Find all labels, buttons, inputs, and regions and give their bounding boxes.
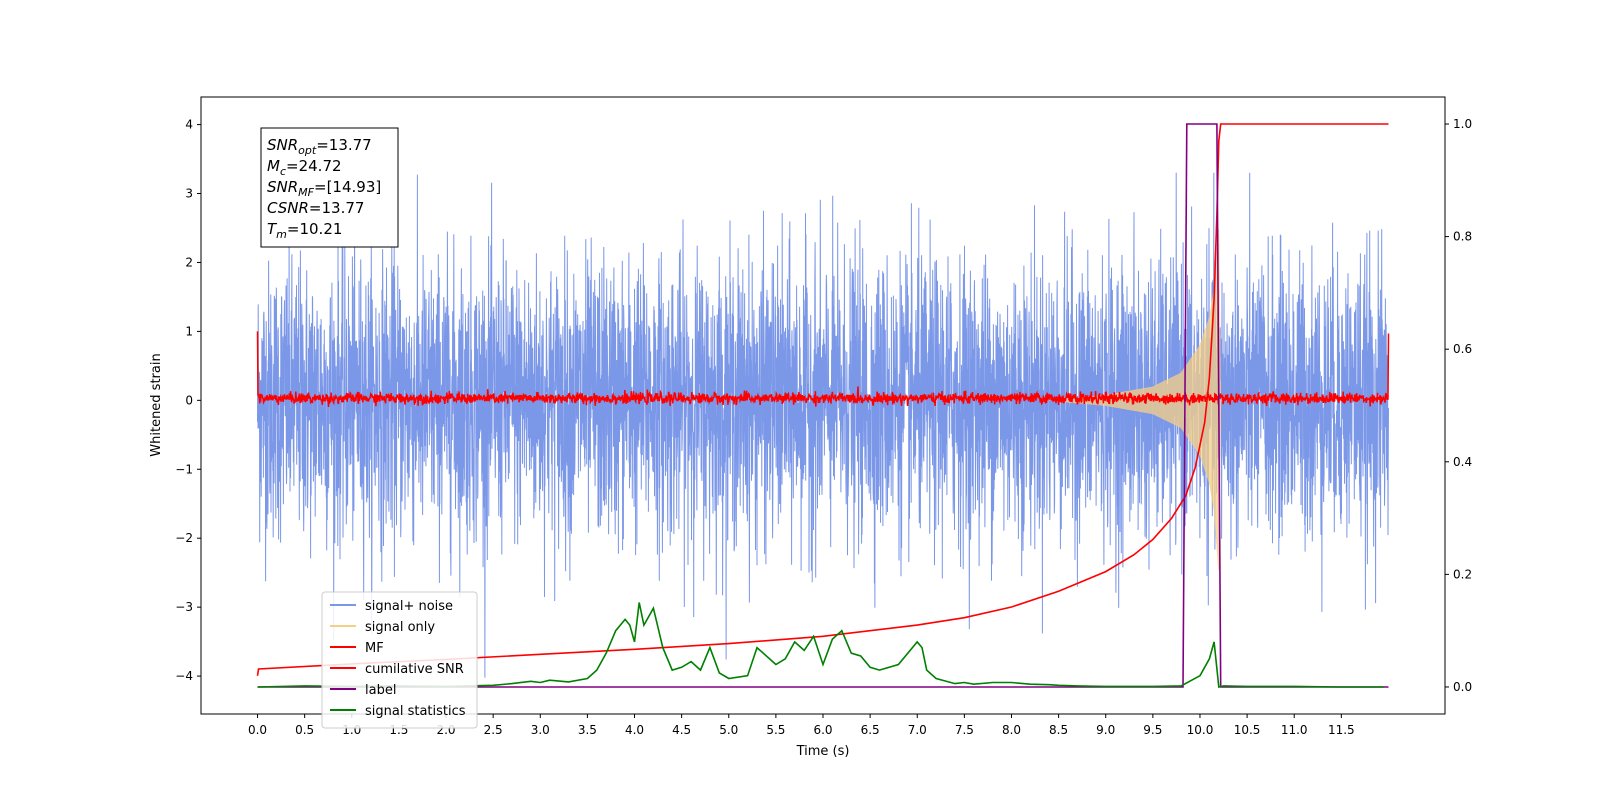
annotation-line: Mc=24.72 — [267, 157, 342, 178]
legend-label: MF — [365, 641, 384, 656]
y2-tick-label: 0.2 — [1453, 567, 1472, 581]
annotation-line: Tm=10.21 — [267, 220, 342, 241]
legend-label: signal statistics — [365, 704, 466, 719]
annotation-subscript: c — [280, 165, 286, 178]
annotation-symbol: SNR — [267, 178, 298, 196]
legend-label: signal only — [365, 620, 435, 635]
annotation-symbol: T — [267, 220, 278, 238]
x-axis-label: Time (s) — [796, 744, 850, 759]
y-tick-label: −4 — [175, 669, 193, 683]
series-signal-statistics — [257, 602, 1384, 688]
legend-frame — [321, 591, 478, 729]
legend: signal+ noise signal only MF cumilative SNR… — [321, 591, 478, 729]
annotation-value: =10.21 — [287, 220, 343, 238]
series-signal-noise — [257, 172, 1389, 678]
x-tick-label: 11.0 — [1281, 723, 1308, 737]
y-tick-label: 4 — [185, 118, 193, 132]
y-tick-label: 2 — [185, 255, 193, 269]
legend-label: signal+ noise — [365, 599, 453, 614]
legend-label: cumilative SNR — [365, 662, 464, 677]
annotation-line: SNRopt=13.77 — [267, 136, 372, 157]
x-tick-label: 0.5 — [295, 723, 314, 737]
plot-series-layer — [256, 123, 1390, 688]
series-cumulative-snr — [256, 123, 1389, 676]
y-axis-label: Whitened strain — [149, 353, 164, 456]
annotation-subscript: MF — [298, 186, 314, 199]
y2-tick-label: 0.8 — [1453, 230, 1472, 244]
y2-tick-label: 0.6 — [1453, 342, 1472, 356]
x-tick-label: 5.0 — [719, 723, 738, 737]
x-tick-label: 7.0 — [908, 723, 927, 737]
x-tick-label: 0.0 — [248, 723, 267, 737]
x-tick-label: 2.5 — [484, 723, 503, 737]
y-tick-label: −2 — [175, 531, 193, 545]
annotation-value: =13.77 — [309, 199, 365, 217]
x-tick-label: 6.5 — [861, 723, 880, 737]
x-tick-label: 8.5 — [1049, 723, 1068, 737]
annotation-symbol: CSNR — [267, 199, 309, 217]
x-tick-label: 3.0 — [531, 723, 550, 737]
annotation-line: SNRMF=[14.93] — [267, 178, 381, 199]
y2-tick-label: 1.0 — [1453, 117, 1472, 131]
x-tick-label: 9.0 — [1096, 723, 1115, 737]
x-tick-label: 10.5 — [1234, 723, 1261, 737]
series-mf — [256, 331, 1390, 407]
annotation-symbol: SNR — [267, 136, 298, 154]
x-tick-label: 4.5 — [672, 723, 691, 737]
annotation-symbol: M — [267, 157, 280, 175]
x-tick-label: 6.0 — [813, 723, 832, 737]
y-tick-label: 1 — [185, 324, 193, 338]
axes-layer: 0.0 0.5 1.0 1.5 2.0 2.5 3.0 3.5 4.0 4.5 5.0 5.5 6.0 6… — [175, 117, 1472, 737]
x-tick-label: 8.0 — [1002, 723, 1021, 737]
annotation-value: =[14.93] — [314, 178, 381, 196]
stats-annotation-box: SNRopt=13.77Mc=24.72SNRMF=[14.93]CSNR=13… — [260, 127, 399, 248]
y2-tick-label: 0.4 — [1453, 455, 1472, 469]
annotation-value: =24.72 — [286, 157, 342, 175]
x-tick-label: 7.5 — [955, 723, 974, 737]
x-tick-label: 5.5 — [766, 723, 785, 737]
y-tick-label: 0 — [185, 393, 193, 407]
annotation-frame — [260, 127, 399, 248]
annotation-line: CSNR=13.77 — [267, 199, 364, 217]
annotation-value: =13.77 — [316, 136, 372, 154]
y2-tick-label: 0.0 — [1453, 680, 1472, 694]
annotation-subscript: opt — [298, 144, 317, 157]
x-tick-label: 10.0 — [1187, 723, 1214, 737]
x-tick-label: 11.5 — [1328, 723, 1355, 737]
annotation-subscript: m — [276, 228, 287, 241]
x-tick-label: 9.5 — [1143, 723, 1162, 737]
y-tick-label: −1 — [175, 462, 193, 476]
y-tick-label: −3 — [175, 600, 193, 614]
legend-label: label — [365, 683, 396, 698]
y-tick-label: 3 — [185, 187, 193, 201]
x-tick-label: 4.0 — [625, 723, 644, 737]
x-tick-label: 3.5 — [578, 723, 597, 737]
